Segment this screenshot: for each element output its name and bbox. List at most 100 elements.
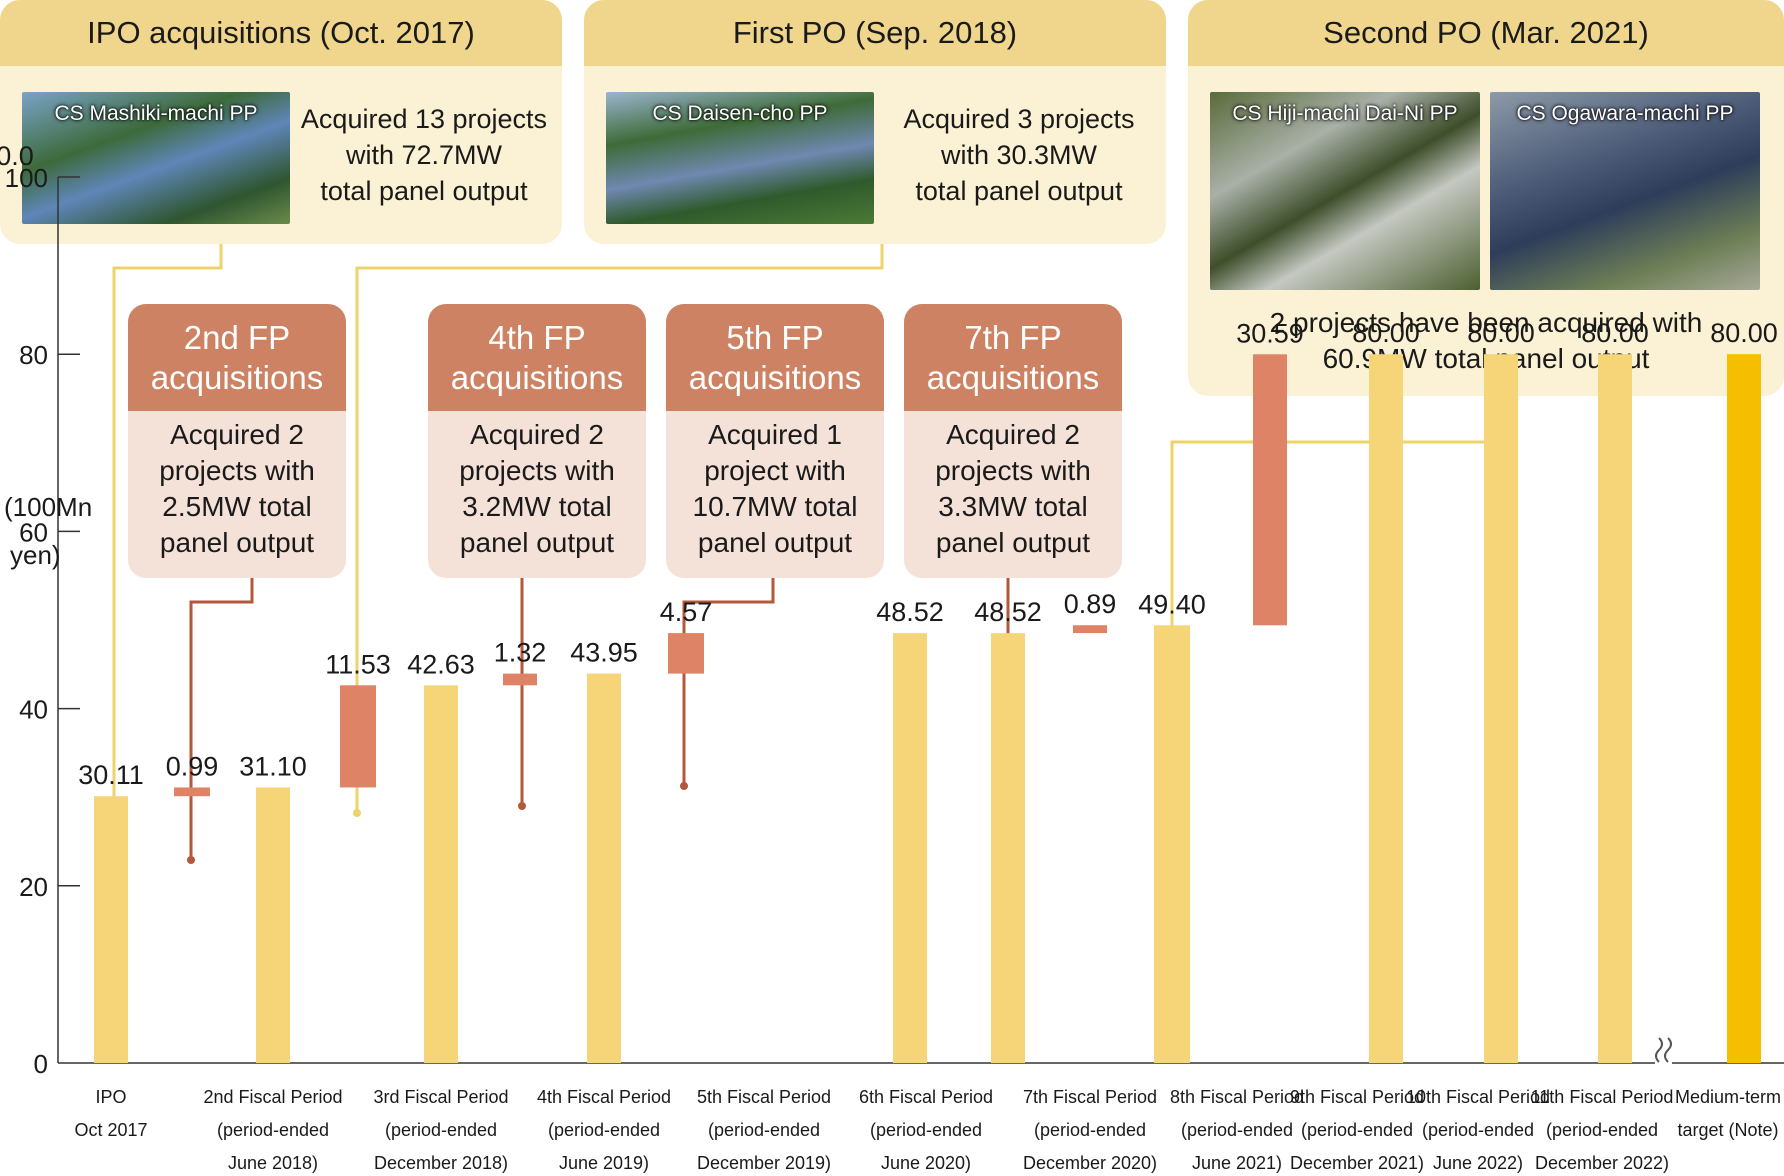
increment-bar: [174, 787, 210, 797]
fp-box-title: 2nd FP acquisitions: [128, 304, 346, 411]
x-category-label: 9th Fiscal Period: [1290, 1087, 1424, 1107]
x-category-label: Medium-term: [1675, 1087, 1781, 1107]
fp4-connector-dot: [518, 802, 526, 810]
y-tick-label: 100: [5, 163, 48, 193]
total-bar: [1484, 354, 1518, 1063]
bar-value-label: 80.00: [1352, 318, 1420, 348]
bar-value-label: 49.40: [1138, 589, 1206, 619]
y-tick-label: 20: [19, 872, 48, 902]
bar-value-label: 1.32: [494, 638, 547, 668]
fp7-acquisitions-box: 7th FP acquisitions Acquired 2 projects …: [904, 304, 1122, 578]
y-tick-label: 80: [19, 340, 48, 370]
second-po-connector-line: [1170, 396, 1508, 650]
fp2-acquisitions-box: 2nd FP acquisitions Acquired 2 projects …: [128, 304, 346, 578]
x-category-label: 10th Fiscal Period: [1406, 1087, 1550, 1107]
x-category-label: 5th Fiscal Period: [697, 1087, 831, 1107]
panel-title: IPO acquisitions (Oct. 2017): [0, 0, 562, 66]
increment-bar: [1073, 625, 1107, 634]
solar-plant-photo: CS Ogawara-machi PP: [1490, 92, 1760, 290]
fp-box-description: Acquired 2 projects with 2.5MW total pan…: [159, 419, 315, 558]
total-bar: [94, 796, 128, 1063]
fp4-acquisitions-box: 4th FP acquisitions Acquired 2 projects …: [428, 304, 646, 578]
y-axis-label: (100Mn: [4, 492, 92, 522]
x-category-label: 4th Fiscal Period: [537, 1087, 671, 1107]
x-category-label: 8th Fiscal Period: [1170, 1087, 1304, 1107]
x-category-label: December 2022): [1535, 1153, 1669, 1173]
bar-value-label: 48.52: [876, 597, 944, 627]
bar-value-label: 11.53: [325, 649, 391, 679]
bar-value-label: 80.00: [1581, 318, 1649, 348]
x-category-label: 2nd Fiscal Period: [203, 1087, 342, 1107]
fp-box-title: 7th FP acquisitions: [904, 304, 1122, 411]
bar-value-label: 80.00: [1710, 318, 1778, 348]
x-category-label: December 2019): [697, 1153, 831, 1173]
x-category-label: (period-ended: [385, 1120, 497, 1140]
solar-plant-photo: CS Daisen-cho PP: [606, 92, 874, 224]
solar-plant-photo: CS Mashiki-machi PP: [22, 92, 290, 224]
total-bar: [424, 685, 458, 1063]
x-category-label: June 2020): [881, 1153, 971, 1173]
x-category-label: (period-ended: [1181, 1120, 1293, 1140]
photo-label: CS Mashiki-machi PP: [54, 102, 258, 125]
x-category-label: (period-ended: [217, 1120, 329, 1140]
bar-value-label: 31.10: [239, 751, 307, 781]
x-category-label: December 2020): [1023, 1153, 1157, 1173]
bar-value-label: 80.00: [1467, 318, 1535, 348]
y-axis-label: yen): [10, 540, 61, 570]
bar-value-label: 30.59: [1236, 318, 1304, 348]
x-category-label: June 2022): [1433, 1153, 1523, 1173]
bar-value-label: 100.0: [0, 141, 34, 171]
first-po-panel: First PO (Sep. 2018) CS Daisen-cho PP Ac…: [584, 0, 1166, 244]
x-category-label: 3rd Fiscal Period: [373, 1087, 508, 1107]
increment-bar: [1253, 354, 1287, 626]
x-category-label: Oct 2017: [74, 1120, 147, 1140]
fp-box-description: Acquired 2 projects with 3.3MW total pan…: [935, 419, 1091, 558]
total-bar: [587, 673, 621, 1063]
x-category-label: (period-ended: [1034, 1120, 1146, 1140]
axis-break-icon: [1655, 1037, 1672, 1063]
photo-label: CS Ogawara-machi PP: [1516, 102, 1734, 125]
bar-value-label: 48.52: [974, 597, 1042, 627]
x-category-label: (period-ended: [1301, 1120, 1413, 1140]
bar-value-label: 0.99: [166, 751, 219, 781]
first-po-connector-line: [355, 244, 884, 813]
x-category-label: December 2021): [1290, 1153, 1424, 1173]
x-category-label: (period-ended: [1422, 1120, 1534, 1140]
bar-value-label: 4.57: [660, 597, 713, 627]
panel-description: Acquired 13 projects with 72.7MW total p…: [300, 104, 548, 206]
connector-lines: [110, 244, 1508, 866]
x-category-label: December 2018): [374, 1153, 508, 1173]
y-tick-label: 0: [34, 1049, 48, 1079]
x-category-label: 11th Fiscal Period: [1531, 1087, 1674, 1107]
bar-value-label: 42.63: [407, 649, 475, 679]
total-bar: [1154, 625, 1190, 1063]
bar-value-label: 43.95: [570, 638, 638, 668]
x-category-label: June 2018): [228, 1153, 318, 1173]
total-bar: [1727, 354, 1761, 1063]
x-category-label: (period-ended: [1546, 1120, 1658, 1140]
x-category-label: target (Note): [1677, 1120, 1778, 1140]
total-bar: [1598, 354, 1632, 1063]
increment-bar: [668, 633, 704, 674]
fp-box-title: 5th FP acquisitions: [666, 304, 884, 411]
ipo-connector-line: [112, 244, 223, 862]
fp2-connector-line: [189, 578, 254, 860]
bar-value-label: 30.11: [78, 760, 144, 790]
y-tick-label: 60: [19, 517, 48, 547]
fp-box-description: Acquired 2 projects with 3.2MW total pan…: [459, 419, 615, 558]
bars: [94, 354, 1761, 1063]
bar-labels: 30.11 0.99 31.10 11.53 42.63 1.32 43.95 4.57 48.…: [0, 141, 1778, 790]
panel-description: Acquired 3 projects with 30.3MW total pa…: [903, 104, 1135, 206]
x-category-label: June 2021): [1192, 1153, 1282, 1173]
fp-box-description: Acquired 1 project with 10.7MW total pan…: [692, 419, 858, 558]
fp5-connector-dot: [680, 782, 688, 790]
fp5-acquisitions-box: 5th FP acquisitions Acquired 1 project w…: [666, 304, 884, 578]
x-axis-labels: IPO Oct 2017 2nd Fiscal Period (period-ende…: [74, 1087, 1781, 1173]
increment-bar: [503, 673, 537, 686]
fp2-connector-dot: [187, 856, 195, 864]
fp5-connector-line: [682, 578, 775, 786]
x-category-label: 7th Fiscal Period: [1023, 1087, 1157, 1107]
x-category-label: June 2019): [559, 1153, 649, 1173]
x-category-label: (period-ended: [708, 1120, 820, 1140]
